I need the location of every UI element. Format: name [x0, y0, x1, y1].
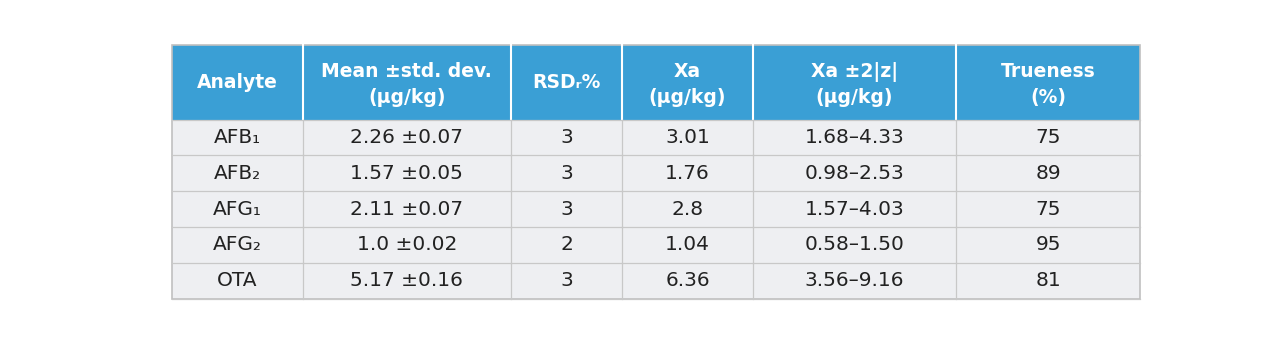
Text: AFG₁: AFG₁	[212, 200, 261, 219]
Text: Xa ±2|z|: Xa ±2|z|	[812, 62, 899, 82]
Text: 3.56–9.16: 3.56–9.16	[805, 271, 904, 290]
Text: 89: 89	[1036, 164, 1061, 183]
Text: 75: 75	[1036, 200, 1061, 219]
Text: Xa: Xa	[673, 62, 701, 81]
Text: 75: 75	[1036, 128, 1061, 147]
Text: 2: 2	[561, 236, 573, 254]
Text: 1.0 ±0.02: 1.0 ±0.02	[357, 236, 457, 254]
Text: 0.58–1.50: 0.58–1.50	[805, 236, 905, 254]
Text: 1.57 ±0.05: 1.57 ±0.05	[351, 164, 463, 183]
Text: (%): (%)	[1030, 88, 1066, 107]
Text: 2.11 ±0.07: 2.11 ±0.07	[351, 200, 463, 219]
Text: 0.98–2.53: 0.98–2.53	[805, 164, 905, 183]
Text: 2.26 ±0.07: 2.26 ±0.07	[351, 128, 463, 147]
Text: RSDᵣ%: RSDᵣ%	[532, 73, 600, 92]
Text: (µg/kg): (µg/kg)	[815, 88, 893, 107]
Text: AFB₂: AFB₂	[214, 164, 261, 183]
Text: 1.04: 1.04	[666, 236, 710, 254]
Text: Trueness: Trueness	[1001, 62, 1096, 81]
Text: 3: 3	[561, 128, 573, 147]
Text: 5.17 ±0.16: 5.17 ±0.16	[351, 271, 463, 290]
Text: 3: 3	[561, 164, 573, 183]
Text: 6.36: 6.36	[666, 271, 710, 290]
Text: 1.76: 1.76	[666, 164, 710, 183]
Text: AFG₂: AFG₂	[212, 236, 261, 254]
Text: 3: 3	[561, 200, 573, 219]
Text: 1.57–4.03: 1.57–4.03	[805, 200, 905, 219]
Text: Analyte: Analyte	[197, 73, 278, 92]
Text: 1.68–4.33: 1.68–4.33	[805, 128, 905, 147]
Text: 95: 95	[1036, 236, 1061, 254]
Text: 3: 3	[561, 271, 573, 290]
Text: 3.01: 3.01	[666, 128, 710, 147]
Text: 2.8: 2.8	[672, 200, 704, 219]
Text: OTA: OTA	[218, 271, 257, 290]
Text: (µg/kg): (µg/kg)	[649, 88, 726, 107]
Text: AFB₁: AFB₁	[214, 128, 261, 147]
Text: Mean ±std. dev.: Mean ±std. dev.	[321, 62, 492, 81]
Text: 81: 81	[1036, 271, 1061, 290]
Text: (µg/kg): (µg/kg)	[367, 88, 445, 107]
